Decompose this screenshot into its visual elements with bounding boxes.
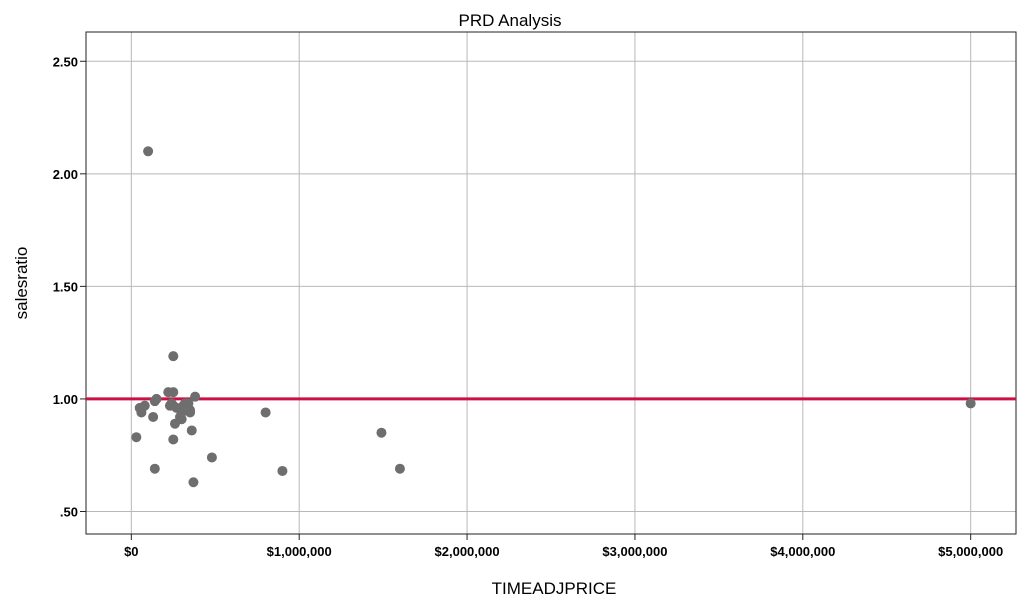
x-tick-label: $1,000,000 xyxy=(267,544,332,559)
y-tick-label: 1.50 xyxy=(53,279,78,294)
x-tick-label: $0 xyxy=(124,544,138,559)
data-point xyxy=(149,396,160,407)
data-point xyxy=(206,452,217,463)
y-tick-label: .50 xyxy=(60,504,78,519)
data-point xyxy=(131,432,142,443)
y-axis-title: salesratio xyxy=(12,247,31,320)
data-point xyxy=(168,400,179,411)
x-axis-title: TIMEADJPRICE xyxy=(492,579,617,598)
grid xyxy=(86,32,1016,534)
y-axis-ticks: .50 1.00 1.50 2.00 2.50 xyxy=(53,54,86,519)
y-tick-label: 2.00 xyxy=(53,167,78,182)
data-point xyxy=(260,407,271,418)
x-tick-label: $4,000,000 xyxy=(770,544,835,559)
x-axis-ticks: $0 $1,000,000 $2,000,000 $3,000,000 $4,000,0… xyxy=(124,534,1003,559)
chart-title: PRD Analysis xyxy=(459,11,562,30)
data-point xyxy=(277,465,288,476)
data-point xyxy=(176,414,187,425)
x-tick-label: $2,000,000 xyxy=(435,544,500,559)
data-point xyxy=(139,400,150,411)
data-point xyxy=(148,411,159,422)
data-point xyxy=(149,463,160,474)
data-point xyxy=(168,351,179,362)
data-point xyxy=(168,434,179,445)
data-point xyxy=(190,391,201,402)
data-points xyxy=(131,146,976,488)
data-point xyxy=(394,463,405,474)
x-tick-label: $5,000,000 xyxy=(938,544,1003,559)
y-tick-label: 1.00 xyxy=(53,392,78,407)
data-point xyxy=(168,387,179,398)
data-point xyxy=(185,405,196,416)
data-point xyxy=(143,146,154,157)
data-point xyxy=(186,425,197,436)
data-point xyxy=(965,398,976,409)
plot-frame xyxy=(85,31,1017,535)
data-point xyxy=(188,477,199,488)
data-point xyxy=(376,427,387,438)
x-tick-label: $3,000,000 xyxy=(602,544,667,559)
y-tick-label: 2.50 xyxy=(53,54,78,69)
